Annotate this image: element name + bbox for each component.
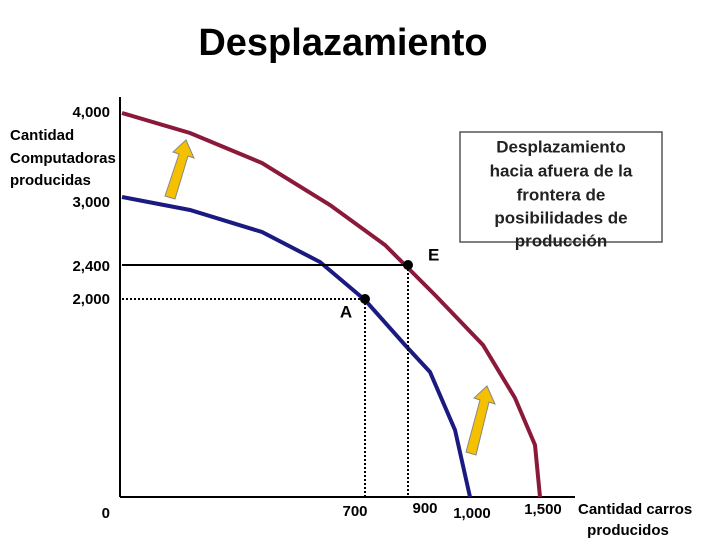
- y-axis-label: producidas: [10, 172, 91, 189]
- frontier-old: [121, 195, 472, 498]
- note-line: producción: [515, 231, 608, 250]
- y-tick-label: 3,000: [72, 194, 110, 211]
- y-axis-label: Computadoras: [10, 150, 116, 167]
- x-tick-label: 900: [412, 500, 437, 517]
- x-axis-label: producidos: [587, 522, 669, 539]
- y-tick-label: 4,000: [72, 104, 110, 121]
- x-axis-label: Cantidad carros: [578, 501, 692, 518]
- x-tick-label: 1,000: [453, 505, 491, 522]
- note-line: posibilidades de: [494, 208, 627, 227]
- point-a: [360, 294, 370, 304]
- y-tick-label: 2,000: [72, 291, 110, 308]
- point-label: A: [340, 302, 352, 321]
- shift-arrow: [465, 385, 496, 456]
- note-line: hacia afuera de la: [490, 161, 633, 180]
- frontier-new: [121, 111, 542, 498]
- title: Desplazamiento: [198, 22, 487, 64]
- note-line: frontera de: [517, 185, 606, 204]
- y-tick-label: 0: [102, 505, 110, 522]
- y-axis-label: Cantidad: [10, 127, 74, 144]
- point-e: [403, 260, 413, 270]
- note-line: Desplazamiento: [496, 137, 625, 156]
- note-box: [459, 131, 663, 243]
- x-tick-label: 1,500: [524, 501, 562, 518]
- x-tick-label: 700: [342, 503, 367, 520]
- point-label: E: [428, 245, 439, 264]
- y-tick-label: 2,400: [72, 258, 110, 275]
- shift-arrow: [164, 139, 195, 200]
